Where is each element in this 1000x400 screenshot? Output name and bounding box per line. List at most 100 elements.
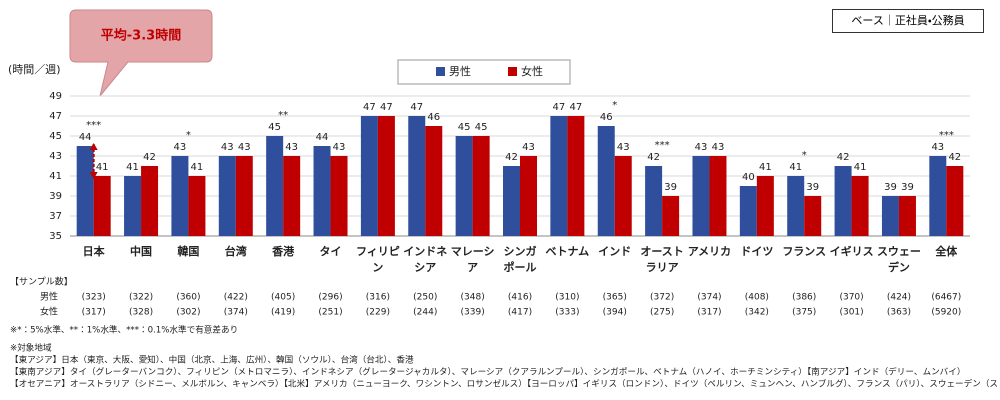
x-tick-label: イギリス (829, 245, 874, 258)
sample-size: (229) (366, 308, 390, 318)
value-label: 43 (238, 142, 251, 153)
bar (929, 156, 947, 236)
bar (455, 136, 473, 236)
sample-size: (419) (271, 308, 295, 318)
sample-row-label: 男性 (40, 291, 58, 303)
x-tick-label: 台湾 (224, 245, 247, 258)
bar (503, 166, 520, 236)
x-tick-label: 中国 (130, 245, 153, 258)
sample-size: (244) (413, 308, 437, 318)
bar (171, 156, 189, 236)
bar (408, 116, 426, 236)
value-label: 43 (333, 142, 346, 153)
x-tick-label: 韓国 (177, 245, 200, 258)
value-label: 39 (806, 182, 819, 193)
bar (739, 186, 757, 236)
value-label: 46 (600, 112, 613, 123)
value-label: 47 (553, 102, 566, 113)
bar (787, 176, 805, 236)
bar (124, 176, 142, 236)
value-label: 43 (174, 142, 187, 153)
x-tick-label: アメリカ (687, 245, 732, 258)
value-label: 41 (96, 162, 109, 173)
y-tick-label: 39 (49, 191, 62, 202)
sample-size: (386) (792, 293, 816, 303)
significance-mark: ** (278, 110, 288, 121)
y-tick-label: 43 (49, 151, 62, 162)
bar (709, 156, 727, 236)
value-label: 42 (647, 152, 660, 163)
x-tick-label: ベトナム (545, 245, 590, 258)
x-tick-label: シンガ ポール (503, 245, 537, 274)
bar (218, 156, 236, 236)
bar (756, 176, 774, 236)
footnote: 【東南アジア】タイ（グレーターバンコク）、フィリピン（メトロマニラ）、インドネシ… (10, 366, 965, 378)
sample-title: 【サンプル数】 (10, 276, 73, 288)
value-label: 45 (458, 122, 471, 133)
sample-size: (323) (82, 293, 106, 303)
y-axis-label: (時間／週) (8, 63, 61, 76)
value-label: 40 (742, 172, 755, 183)
x-tick-label: スウェー デン (876, 245, 921, 274)
bar (567, 116, 585, 236)
value-label: 39 (664, 182, 677, 193)
legend-box (397, 59, 571, 85)
value-label: 43 (931, 142, 944, 153)
sample-size: (348) (461, 293, 485, 303)
value-label: 44 (79, 132, 92, 143)
sample-row-label: 女性 (40, 306, 58, 318)
x-tick-label: フィリピ ン (356, 245, 400, 274)
value-label: 43 (285, 142, 298, 153)
bar (76, 146, 94, 236)
bar (330, 156, 348, 236)
footnote: 【東アジア】日本（東京、大阪、愛知）、中国（北京、上海、広州）、韓国（ソウル）、… (10, 354, 414, 366)
value-label: 42 (505, 152, 518, 163)
sample-size: (296) (318, 293, 342, 303)
x-tick-label: 全体 (935, 245, 958, 258)
x-tick-label: オースト ラリア (640, 245, 684, 274)
value-label: 43 (712, 142, 725, 153)
significance-mark: * (186, 130, 191, 141)
bar (188, 176, 206, 236)
bar (141, 166, 159, 236)
value-label: 43 (522, 142, 535, 153)
bar (645, 166, 663, 236)
value-label: 45 (475, 122, 488, 133)
bar (834, 166, 852, 236)
value-label: 41 (126, 162, 139, 173)
y-tick-label: 49 (49, 91, 62, 102)
sample-size: (424) (887, 293, 911, 303)
x-tick-label: インド (598, 245, 632, 258)
sample-size: (250) (413, 293, 437, 303)
sample-size: (374) (697, 293, 721, 303)
value-label: 42 (143, 152, 156, 163)
callout-text: 平均-3.3時間 (101, 28, 181, 44)
y-tick-label: 41 (49, 171, 62, 182)
bar (804, 196, 822, 236)
bar (946, 166, 964, 236)
bar (898, 196, 916, 236)
y-tick-label: 35 (49, 231, 62, 242)
footnote: ※対象地域 (10, 342, 52, 354)
sample-size: (251) (318, 308, 342, 318)
value-label: 39 (884, 182, 897, 193)
x-tick-label: 香港 (272, 245, 295, 258)
sample-size: (417) (508, 308, 532, 318)
footnote: 【オセアニア】オーストラリア（シドニー、メルボルン、キャンベラ）【北米】アメリカ… (10, 378, 1000, 390)
bar (313, 146, 331, 236)
sample-size: (317) (697, 308, 721, 318)
value-label: 47 (363, 102, 376, 113)
x-tick-label: インドネ シア (403, 245, 448, 274)
sample-size: (301) (839, 308, 863, 318)
sample-size: (328) (129, 308, 153, 318)
sample-size: (302) (176, 308, 200, 318)
sample-size: (316) (366, 293, 390, 303)
significance-mark: * (612, 100, 617, 111)
bar (360, 116, 378, 236)
sample-size: (6467) (931, 293, 961, 303)
value-label: 43 (221, 142, 234, 153)
sample-size: (275) (650, 308, 674, 318)
sample-size: (322) (129, 293, 153, 303)
bar (377, 116, 395, 236)
